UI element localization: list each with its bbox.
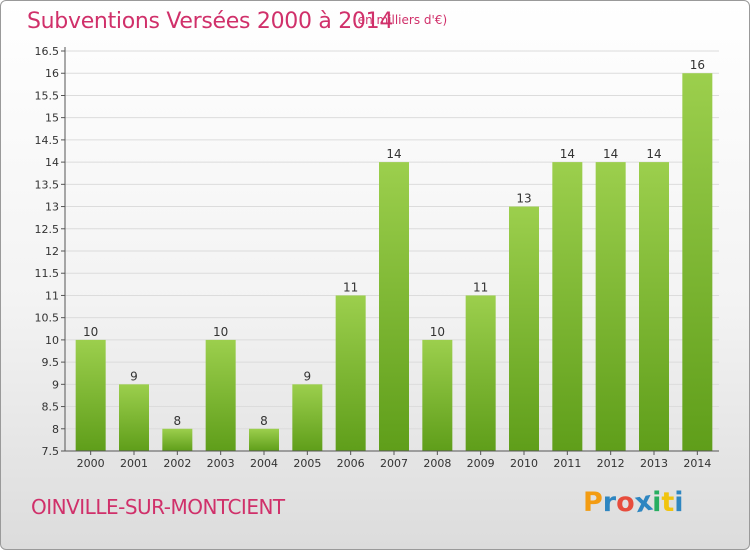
value-label: 14 <box>646 147 661 161</box>
bar-2013 <box>639 162 669 451</box>
x-tick-label: 2009 <box>467 457 495 470</box>
x-tick-label: 2007 <box>380 457 408 470</box>
commune-name: OINVILLE-SUR-MONTCIENT <box>31 495 285 519</box>
y-tick-label: 11.5 <box>35 267 60 280</box>
x-tick-label: 2004 <box>250 457 278 470</box>
value-label: 9 <box>304 369 312 383</box>
value-label: 10 <box>430 325 445 339</box>
labels: 7.5 8 8.5 9 9.5 10 10.5 11 11.5 12 12.5 13 13.5 14 14.… <box>35 45 712 470</box>
bar-2004 <box>249 428 279 451</box>
chart-title: Subventions Versées 2000 à 2014 <box>27 9 394 34</box>
y-tick-label: 7.5 <box>42 445 60 458</box>
value-label: 16 <box>690 58 705 72</box>
chart-unit: (en milliers d'€) <box>353 13 448 27</box>
x-tick-label: 2014 <box>683 457 711 470</box>
value-label: 10 <box>213 325 228 339</box>
x-tick-label: 2000 <box>77 457 105 470</box>
bar-2003 <box>205 339 236 451</box>
bar-2006 <box>335 295 366 451</box>
y-tick-label: 9 <box>52 378 59 391</box>
value-label: 14 <box>560 147 575 161</box>
value-label: 14 <box>603 147 618 161</box>
logo-letter: r <box>602 487 617 518</box>
bar-2007 <box>379 162 409 451</box>
bar-2014 <box>682 73 713 451</box>
x-tick-label: 2005 <box>293 457 321 470</box>
bar-2011 <box>552 162 583 451</box>
x-tick-label: 2001 <box>120 457 148 470</box>
bars <box>75 73 713 451</box>
value-label: 14 <box>386 147 401 161</box>
y-tick-label: 11 <box>45 289 59 302</box>
y-tick-label: 16.5 <box>35 45 60 58</box>
y-tick-label: 14 <box>45 156 59 169</box>
value-label: 8 <box>260 414 268 428</box>
x-tick-label: 2003 <box>207 457 235 470</box>
y-tick-label: 13 <box>45 201 59 214</box>
y-tick-label: 12.5 <box>35 223 60 236</box>
y-tick-label: 15.5 <box>35 89 60 102</box>
logo-letter: P <box>583 487 603 518</box>
y-tick-label: 10 <box>45 334 59 347</box>
bar-2009 <box>465 295 496 451</box>
value-label: 11 <box>343 280 358 294</box>
value-label: 9 <box>130 369 138 383</box>
x-tick-label: 2002 <box>163 457 191 470</box>
x-tick-label: 2010 <box>510 457 538 470</box>
y-tick-label: 10.5 <box>35 312 60 325</box>
bar-2001 <box>119 384 149 451</box>
x-tick-label: 2013 <box>640 457 668 470</box>
logo-letter: o <box>616 487 635 518</box>
y-tick-label: 16 <box>45 67 59 80</box>
y-tick-label: 13.5 <box>35 178 60 191</box>
axes <box>61 47 719 455</box>
y-tick-label: 8 <box>52 423 59 436</box>
x-tick-label: 2011 <box>553 457 581 470</box>
logo-letter: i <box>674 487 684 518</box>
value-label: 10 <box>83 325 98 339</box>
bar-2010 <box>509 206 539 451</box>
logo-letter: t <box>661 487 675 518</box>
y-tick-label: 9.5 <box>42 356 60 369</box>
value-label: 8 <box>174 414 182 428</box>
y-tick-label: 14.5 <box>35 134 60 147</box>
x-tick-label: 2012 <box>597 457 625 470</box>
y-tick-label: 8.5 <box>42 401 60 414</box>
bar-2000 <box>75 339 106 451</box>
bar-2012 <box>595 162 626 451</box>
y-tick-label: 15 <box>45 112 59 125</box>
bar-2005 <box>292 384 323 451</box>
value-label: 11 <box>473 280 488 294</box>
bar-2008 <box>422 339 453 451</box>
value-label: 13 <box>516 192 531 206</box>
bar-2002 <box>162 428 193 451</box>
y-tick-label: 12 <box>45 245 59 258</box>
x-tick-label: 2008 <box>423 457 451 470</box>
logo-letter: i <box>652 487 662 518</box>
x-tick-label: 2006 <box>337 457 365 470</box>
proxiti-logo: Proxiti <box>583 486 684 520</box>
